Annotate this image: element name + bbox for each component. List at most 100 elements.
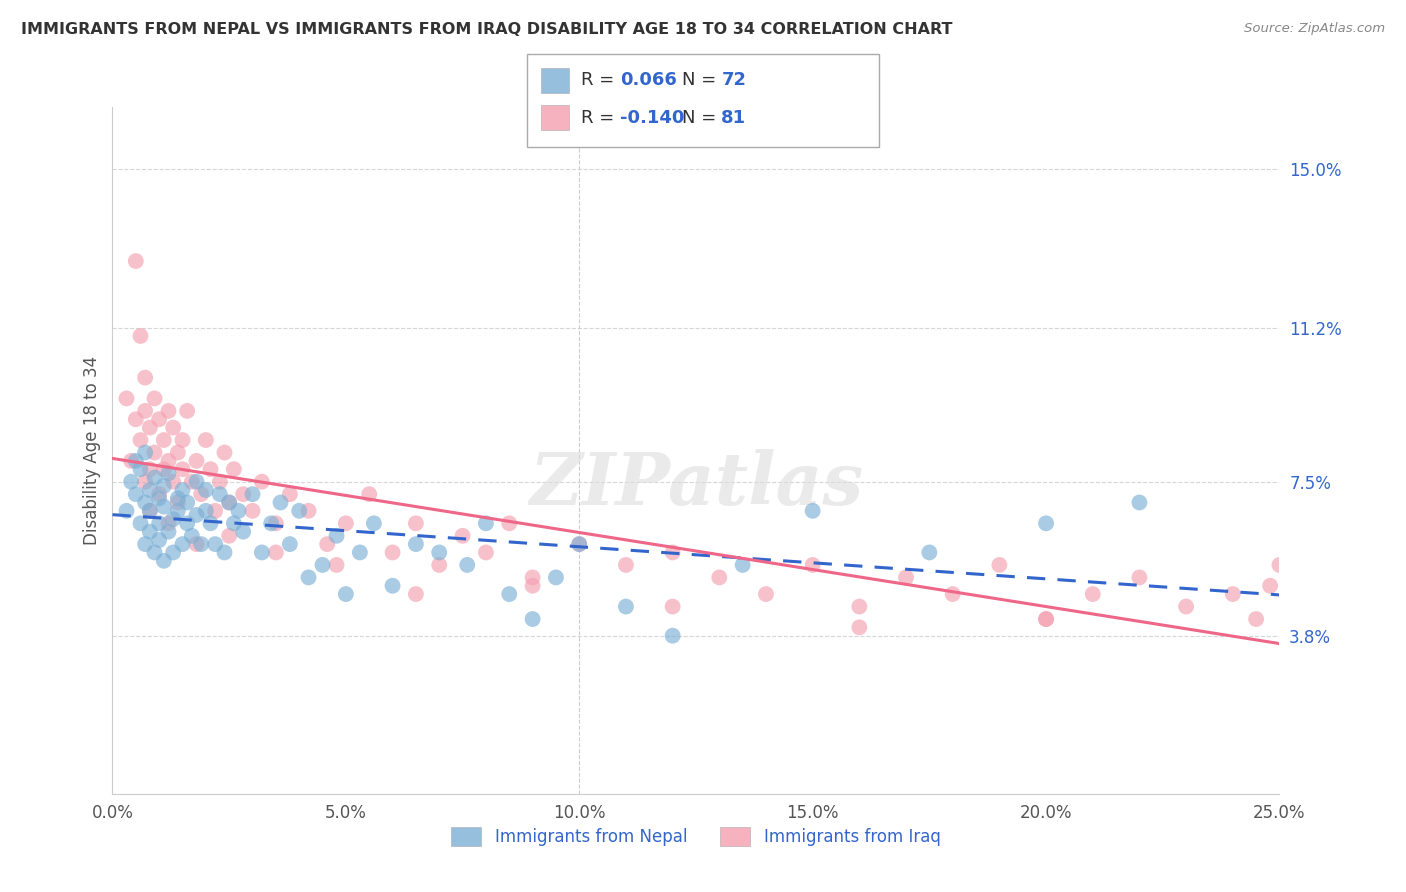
Point: [1081, 587, 1104, 601]
Point: [143, 445, 166, 459]
Point: [1222, 587, 1244, 601]
Point: [190, 537, 212, 551]
Point: [148, 412, 170, 426]
Point: [801, 504, 824, 518]
Point: [134, 495, 156, 509]
Point: [475, 516, 498, 531]
Point: [264, 516, 287, 531]
Text: R =: R =: [581, 109, 620, 127]
Text: 81: 81: [721, 109, 747, 127]
Point: [153, 554, 176, 568]
Point: [157, 454, 180, 468]
Point: [143, 545, 166, 559]
Point: [194, 433, 217, 447]
Point: [232, 487, 254, 501]
Text: 0.066: 0.066: [620, 71, 676, 89]
Point: [335, 516, 357, 531]
Point: [250, 475, 273, 489]
Point: [1175, 599, 1198, 614]
Point: [139, 420, 162, 434]
Point: [1258, 579, 1281, 593]
Text: -0.140: -0.140: [620, 109, 685, 127]
Point: [427, 545, 450, 559]
Point: [270, 495, 292, 509]
Point: [162, 545, 184, 559]
Point: [186, 475, 208, 489]
Point: [200, 462, 222, 476]
Point: [148, 516, 170, 531]
Point: [162, 420, 184, 434]
Point: [405, 516, 427, 531]
Point: [311, 558, 333, 572]
Y-axis label: Disability Age 18 to 34: Disability Age 18 to 34: [83, 356, 101, 545]
Point: [172, 433, 194, 447]
Text: IMMIGRANTS FROM NEPAL VS IMMIGRANTS FROM IRAQ DISABILITY AGE 18 TO 34 CORRELATIO: IMMIGRANTS FROM NEPAL VS IMMIGRANTS FROM…: [21, 22, 953, 37]
Point: [162, 512, 184, 526]
Point: [278, 537, 301, 551]
Point: [139, 504, 162, 518]
Point: [157, 467, 180, 481]
Point: [208, 487, 231, 501]
Point: [731, 558, 754, 572]
Text: N =: N =: [682, 109, 721, 127]
Point: [359, 487, 381, 501]
Point: [218, 495, 240, 509]
Point: [363, 516, 385, 531]
Point: [801, 558, 824, 572]
Point: [316, 537, 339, 551]
Point: [1128, 570, 1150, 584]
Point: [755, 587, 778, 601]
Point: [180, 529, 202, 543]
Point: [157, 524, 180, 539]
Point: [222, 462, 245, 476]
Point: [166, 504, 188, 518]
Point: [894, 570, 917, 584]
Point: [381, 545, 404, 559]
Point: [166, 495, 188, 509]
Point: [186, 508, 208, 522]
Text: N =: N =: [682, 71, 721, 89]
Point: [153, 500, 176, 514]
Point: [614, 558, 637, 572]
Point: [162, 475, 184, 489]
Point: [134, 404, 156, 418]
Point: [349, 545, 371, 559]
Point: [405, 537, 427, 551]
Point: [325, 558, 347, 572]
Point: [661, 545, 683, 559]
Point: [204, 504, 226, 518]
Point: [1268, 558, 1291, 572]
Point: [242, 504, 264, 518]
Point: [139, 483, 162, 497]
Point: [139, 504, 162, 518]
Point: [1244, 612, 1267, 626]
Point: [129, 516, 152, 531]
Point: [148, 491, 170, 506]
Point: [134, 445, 156, 459]
Point: [129, 433, 152, 447]
Point: [194, 504, 217, 518]
Point: [1128, 495, 1150, 509]
Point: [214, 545, 236, 559]
Point: [709, 570, 731, 584]
Point: [568, 537, 591, 551]
Point: [661, 599, 683, 614]
Legend: Immigrants from Nepal, Immigrants from Iraq: Immigrants from Nepal, Immigrants from I…: [443, 818, 949, 855]
Point: [297, 570, 319, 584]
Text: ZIPatlas: ZIPatlas: [529, 450, 863, 520]
Point: [134, 370, 156, 384]
Point: [157, 516, 180, 531]
Text: Source: ZipAtlas.com: Source: ZipAtlas.com: [1244, 22, 1385, 36]
Point: [134, 475, 156, 489]
Point: [194, 483, 217, 497]
Point: [1035, 612, 1057, 626]
Point: [661, 629, 683, 643]
Point: [157, 404, 180, 418]
Point: [172, 462, 194, 476]
Point: [228, 504, 250, 518]
Point: [451, 529, 474, 543]
Point: [180, 475, 202, 489]
Point: [522, 579, 544, 593]
Point: [498, 516, 520, 531]
Point: [288, 504, 311, 518]
